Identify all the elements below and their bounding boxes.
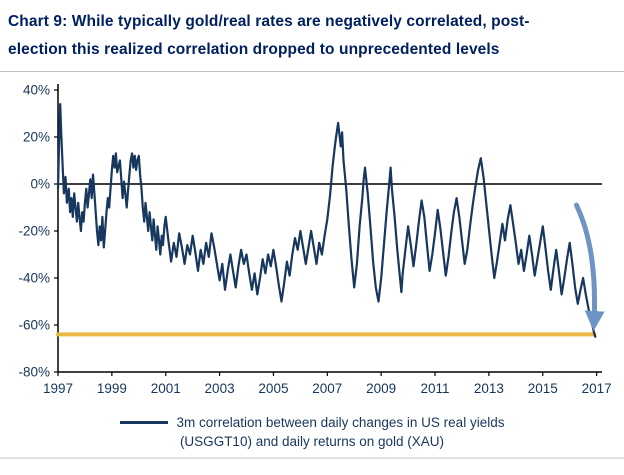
correlation-line-chart: 40% 20% 0% -20% -40% -60% -80% 1997 1999 2001 2003… bbox=[18, 82, 612, 396]
x-axis-label: 2011 bbox=[421, 381, 450, 396]
x-axis-label: 2013 bbox=[474, 381, 504, 396]
series-line-swatch bbox=[119, 420, 168, 425]
x-axis-label: 2001 bbox=[151, 381, 181, 396]
chart-header: Chart 9: While typically gold/real rates… bbox=[0, 0, 624, 72]
legend-text-2: (USGGT10) and daily returns on gold (XAU… bbox=[179, 433, 445, 449]
chart-legend: 3m correlation between daily changes in … bbox=[0, 415, 624, 449]
legend-line-1: 3m correlation between daily changes in … bbox=[0, 415, 624, 430]
y-axis-label: -40% bbox=[18, 270, 50, 285]
x-axis-label: 2007 bbox=[312, 381, 342, 396]
chart-title-line-1: Chart 9: While typically gold/real rates… bbox=[8, 13, 530, 30]
y-axis-label: 40% bbox=[23, 82, 50, 97]
chart-area: 40% 20% 0% -20% -40% -60% -80% 1997 1999 2001 2003… bbox=[0, 72, 624, 415]
x-axis-label: 2015 bbox=[528, 381, 558, 396]
x-axis-label: 2003 bbox=[205, 381, 235, 396]
x-axis-label: 2005 bbox=[258, 381, 288, 396]
drop-arrow bbox=[573, 202, 605, 331]
x-axis-label: 1999 bbox=[97, 381, 127, 396]
bottom-divider bbox=[0, 456, 624, 459]
series-line bbox=[56, 102, 597, 338]
legend-text-1: 3m correlation between daily changes in … bbox=[176, 414, 505, 430]
x-axis-label: 2009 bbox=[366, 381, 396, 396]
y-axis-label: -80% bbox=[18, 364, 50, 379]
x-axis-label: 2017 bbox=[582, 381, 612, 396]
y-axis-label: 20% bbox=[23, 129, 50, 144]
y-axis-label: -60% bbox=[18, 317, 50, 332]
y-axis-label: 0% bbox=[30, 176, 50, 191]
y-axis-label: -20% bbox=[18, 223, 50, 238]
x-axis-label: 1997 bbox=[43, 381, 73, 396]
chart-title-line-2: election this realized correlation dropp… bbox=[8, 40, 500, 58]
